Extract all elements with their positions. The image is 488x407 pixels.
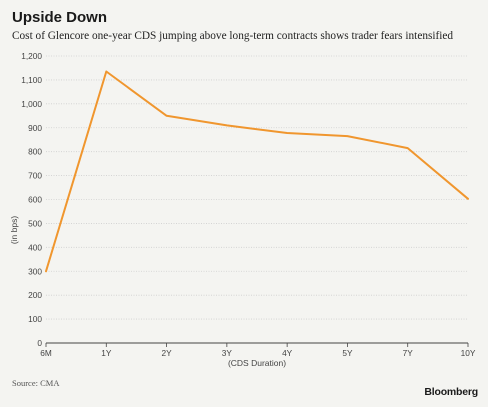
y-tick-label: 1,000	[21, 99, 42, 109]
gridlines	[46, 55, 468, 344]
chart-title: Upside Down	[12, 9, 108, 26]
y-tick-label: 200	[28, 290, 42, 300]
y-tick-label: 400	[28, 242, 42, 252]
chart-subtitle: Cost of Glencore one-year CDS jumping ab…	[12, 30, 454, 42]
y-tick-label: 500	[28, 218, 42, 228]
y-tick-label: 0	[37, 338, 42, 348]
source-note: Source: CMA	[12, 378, 60, 388]
y-tick-label: 600	[28, 195, 42, 205]
x-tick-label: 6M	[40, 348, 52, 358]
y-tick-label: 900	[28, 123, 42, 133]
x-tick-label: 4Y	[282, 348, 293, 358]
y-tick-label: 1,100	[21, 75, 42, 85]
series-layer	[45, 70, 469, 273]
x-tick-label: 2Y	[161, 348, 172, 358]
x-tick-label: 3Y	[222, 348, 233, 358]
x-tick-label: 10Y	[461, 348, 476, 358]
series-line	[45, 70, 469, 273]
y-axis-label: (in bps)	[9, 216, 19, 245]
x-tick-labels: 6M 1Y 2Y 3Y 4Y 5Y 7Y 10Y	[40, 343, 476, 358]
x-axis-label: (CDS Duration)	[228, 358, 286, 368]
x-tick-label: 1Y	[101, 348, 112, 358]
y-tick-label: 100	[28, 314, 42, 324]
bloomberg-logo: Bloomberg	[424, 386, 478, 398]
y-tick-label: 300	[28, 266, 42, 276]
x-tick-label: 7Y	[403, 348, 414, 358]
y-tick-label: 800	[28, 147, 42, 157]
y-tick-labels: 0 100 200 300 400 500 600 700 800 900 1,000 1,100 1,…	[21, 51, 42, 348]
y-tick-label: 700	[28, 171, 42, 181]
x-tick-label: 5Y	[342, 348, 353, 358]
y-tick-label: 1,200	[21, 51, 42, 61]
